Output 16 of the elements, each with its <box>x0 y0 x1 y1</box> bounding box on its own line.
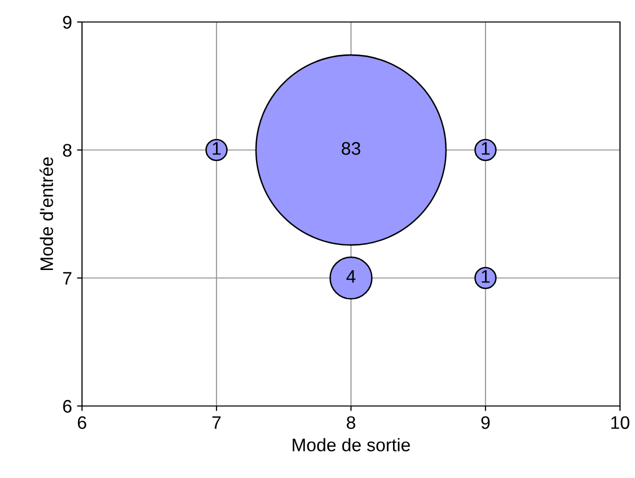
x-tick-label: 6 <box>78 416 86 429</box>
data-label: 1 <box>482 142 490 155</box>
data-label: 1 <box>482 270 490 283</box>
x-tick-label: 8 <box>346 416 356 429</box>
x-tick-label: 10 <box>611 416 630 429</box>
y-tick-label: 8 <box>63 144 72 157</box>
y-tick-label: 9 <box>63 16 72 29</box>
x-axis-title: Mode de sortie <box>292 438 410 452</box>
y-tick-label: 6 <box>63 400 72 413</box>
data-label: 83 <box>342 142 360 155</box>
data-label: 4 <box>346 270 356 283</box>
y-axis-title: Mode d'entrée <box>40 157 54 270</box>
x-tick-label: 7 <box>212 416 221 429</box>
data-label: 1 <box>212 142 221 155</box>
x-tick-label: 9 <box>481 416 490 429</box>
y-tick-label: 7 <box>63 272 72 285</box>
